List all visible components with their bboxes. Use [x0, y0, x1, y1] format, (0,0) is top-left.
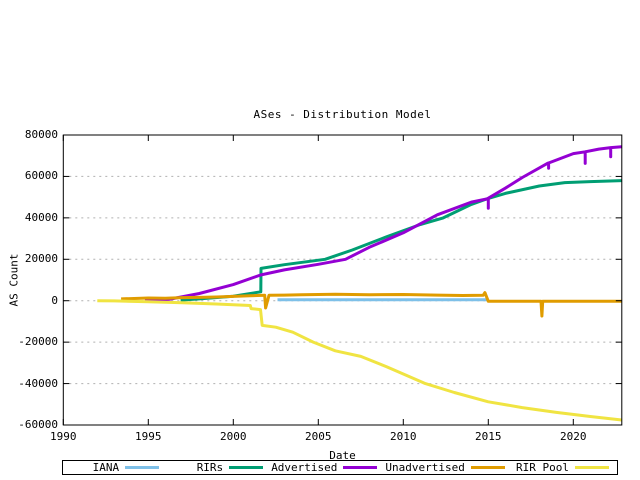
series-line-unadvertised — [121, 291, 622, 318]
legend-item-advertised: Advertised — [271, 462, 385, 473]
x-tick-label: 1990 — [50, 430, 77, 443]
x-tick-label: 1995 — [135, 430, 162, 443]
legend: IANA RIRs Advertised Unadvertised RIR Pool — [62, 460, 618, 475]
y-tick-label: -60000 — [18, 418, 58, 431]
y-tick-label: -20000 — [18, 335, 58, 349]
x-tick-label: 2010 — [390, 430, 417, 443]
legend-swatch — [343, 466, 378, 469]
legend-swatch — [470, 466, 505, 469]
legend-swatch — [575, 466, 609, 469]
plot-border — [62, 134, 623, 426]
y-tick-label: 80000 — [24, 128, 58, 141]
x-tick-label: 2000 — [220, 430, 247, 443]
legend-label: Unadvertised — [385, 461, 465, 474]
x-tick-label: 2015 — [475, 430, 502, 443]
legend-item-unadvertised: Unadvertised — [385, 462, 512, 473]
legend-swatch — [229, 466, 264, 469]
legend-item-iana: IANA — [63, 462, 167, 473]
series-line-rir-pool — [97, 299, 622, 422]
series-line-advertised — [144, 145, 622, 302]
x-tick-label: 2020 — [560, 430, 587, 443]
y-tick-label: 60000 — [24, 169, 58, 183]
y-tick-label: -40000 — [18, 376, 58, 390]
legend-item-rirs: RIRs — [167, 462, 271, 473]
chart-title: ASes - Distribution Model — [253, 108, 432, 121]
legend-item-rir-pool: RIR Pool — [513, 462, 617, 473]
y-tick-label: 0 — [51, 293, 58, 307]
legend-label: RIR Pool — [516, 461, 569, 474]
legend-label: IANA — [92, 461, 120, 474]
legend-label: RIRs — [196, 461, 224, 474]
x-tick-label: 2005 — [305, 430, 332, 443]
series-line-rirs — [180, 179, 622, 302]
legend-label: Advertised — [271, 461, 338, 474]
y-tick-label: 40000 — [24, 210, 58, 224]
y-tick-label: 20000 — [24, 252, 58, 266]
legend-swatch — [125, 466, 160, 469]
x-axis-title: Date — [329, 449, 356, 462]
